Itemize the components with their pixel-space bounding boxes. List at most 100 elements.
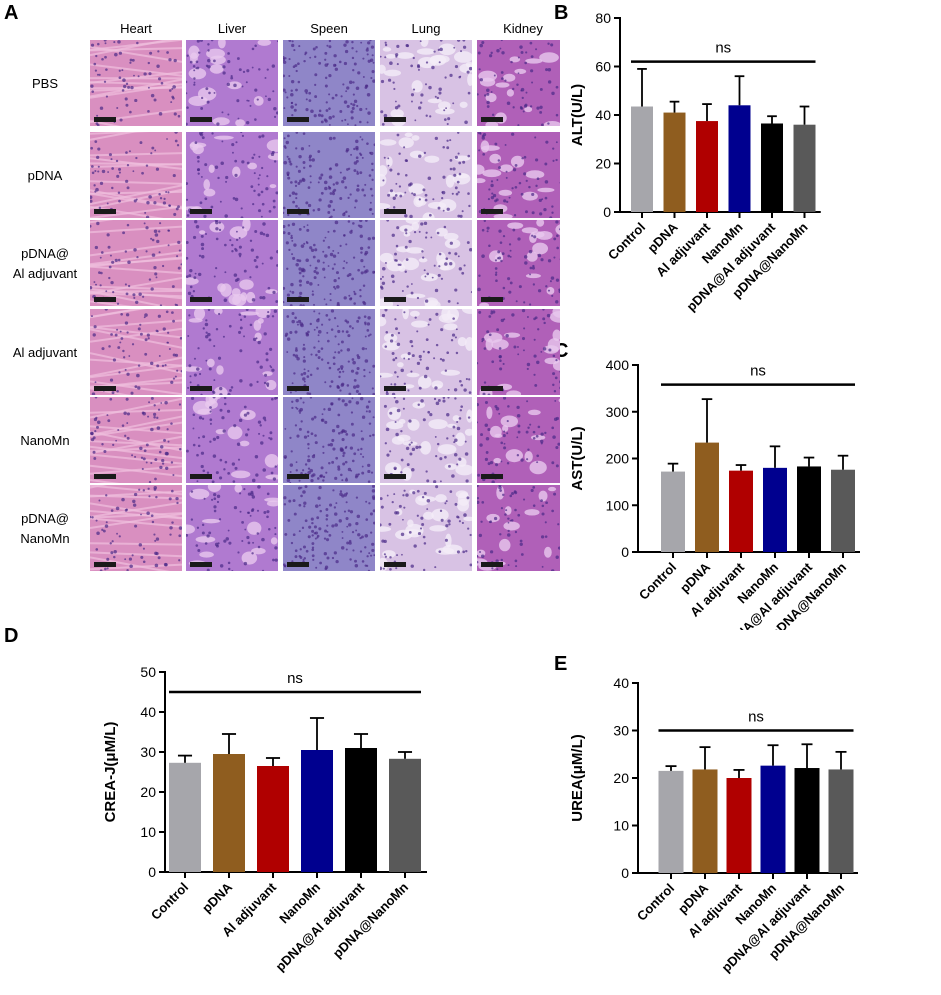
histology-image-heart: [90, 132, 182, 218]
panel-label-e: E: [554, 653, 568, 675]
histology-image-liver: [186, 397, 278, 483]
histology-row-label: pDNA: [28, 168, 63, 183]
y-axis-label: CREA-J(μM/L): [102, 722, 119, 823]
histology-image-heart: [90, 485, 182, 571]
bar: [793, 124, 816, 212]
y-tick-label: 10: [613, 818, 629, 834]
histology-image-kidney: [477, 40, 560, 126]
significance-label: ns: [715, 40, 731, 57]
bar: [661, 471, 685, 552]
y-tick-label: 400: [606, 357, 630, 373]
y-tick-label: 20: [140, 784, 156, 800]
y-tick-label: 100: [606, 497, 630, 513]
histology-image-heart: [90, 397, 182, 483]
y-tick-label: 80: [595, 10, 611, 26]
bar: [695, 442, 719, 552]
bar: [760, 765, 786, 873]
significance-label: ns: [750, 363, 766, 380]
y-axis-label: ALT(U/L): [569, 84, 586, 146]
y-tick-label: 40: [613, 675, 629, 691]
histology-row-label: pDNA@: [21, 511, 69, 526]
histology-image-liver: [186, 132, 278, 218]
y-tick-label: 30: [140, 744, 156, 760]
histology-row-label: NanoMn: [20, 433, 69, 448]
y-tick-label: 40: [595, 107, 611, 123]
bar: [797, 466, 821, 552]
histology-image-speen: [283, 220, 375, 306]
bar: [696, 121, 718, 212]
histology-image-kidney: [477, 397, 560, 483]
histology-image-speen: [283, 309, 375, 395]
histology-image-speen: [283, 485, 375, 571]
histology-row-label: PBS: [32, 76, 58, 91]
bar: [213, 754, 245, 872]
histology-image-lung: [380, 309, 472, 395]
histology-row-label: pDNA@: [21, 246, 69, 261]
y-tick-label: 0: [621, 544, 629, 560]
histology-image-kidney: [477, 132, 560, 218]
bar: [663, 112, 686, 212]
histology-row-label: NanoMn: [20, 531, 69, 546]
histology-image-kidney: [477, 309, 560, 395]
bar: [301, 750, 333, 872]
histology-image-speen: [283, 397, 375, 483]
y-tick-label: 20: [595, 156, 611, 172]
histology-grid: Heart Liver Speen Lung Kidney PBS pDNA pDNA@ Al …: [13, 21, 560, 571]
x-tick-label: Control: [634, 881, 677, 924]
x-tick-label: Control: [636, 560, 679, 603]
bar: [345, 748, 377, 872]
histology-column-label: Speen: [310, 21, 348, 36]
y-tick-label: 0: [621, 865, 629, 881]
significance-label: ns: [287, 670, 303, 687]
histology-image-kidney: [477, 485, 560, 571]
histology-image-lung: [380, 132, 472, 218]
y-axis-label: AST(U/L): [569, 426, 586, 490]
histology-image-liver: [186, 485, 278, 571]
histology-image-heart: [90, 220, 182, 306]
histology-image-liver: [186, 40, 278, 126]
bar: [728, 105, 751, 212]
bar: [631, 106, 653, 212]
histology-column-label: Heart: [120, 21, 152, 36]
panel-label-b: B: [554, 2, 569, 24]
bar: [794, 768, 820, 873]
histology-image-speen: [283, 40, 375, 126]
bar: [257, 766, 289, 872]
y-tick-label: 50: [140, 664, 156, 680]
histology-image-liver: [186, 309, 278, 395]
histology-image-lung: [380, 485, 472, 571]
panel-label-a: A: [4, 2, 19, 24]
histology-image-kidney: [477, 220, 560, 306]
bar: [763, 467, 787, 552]
bar: [726, 778, 752, 873]
x-tick-label: pDNA@NanoMn: [330, 879, 411, 960]
significance-label: ns: [748, 709, 764, 726]
histology-image-lung: [380, 397, 472, 483]
histology-column-label: Kidney: [503, 21, 543, 36]
y-tick-label: 20: [613, 770, 629, 786]
panel-label-d: D: [4, 625, 19, 647]
y-tick-label: 0: [148, 864, 156, 880]
bar: [828, 769, 854, 873]
y-tick-label: 300: [606, 404, 630, 420]
histology-image-liver: [186, 220, 278, 306]
bar: [761, 123, 783, 212]
bar: [729, 470, 753, 552]
histology-row-label: Al adjuvant: [13, 345, 78, 360]
y-axis-label: UREA(μM/L): [569, 734, 586, 822]
bar: [169, 762, 201, 872]
histology-column-label: Liver: [218, 21, 247, 36]
y-tick-label: 0: [603, 204, 611, 220]
bar: [692, 769, 718, 873]
y-tick-label: 30: [613, 723, 629, 739]
x-tick-label: Control: [148, 880, 191, 923]
x-tick-label: Control: [605, 220, 648, 263]
histology-column-label: Lung: [412, 21, 441, 36]
histology-image-heart: [90, 40, 182, 126]
histology-image-speen: [283, 132, 375, 218]
histology-row-label: Al adjuvant: [13, 266, 78, 281]
bar: [831, 469, 855, 552]
